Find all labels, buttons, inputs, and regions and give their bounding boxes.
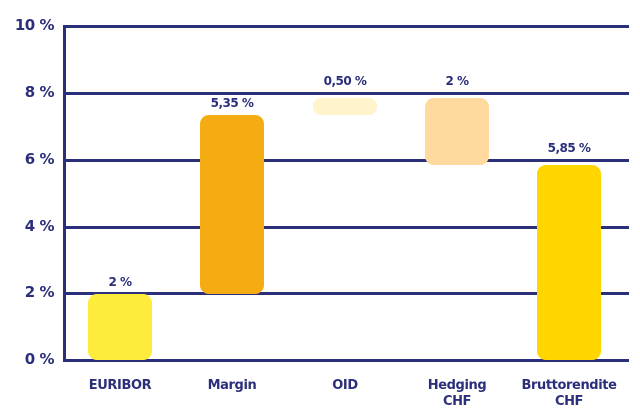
gridline-6	[64, 159, 629, 162]
bar-label-bruttorendite-chf: 5,85 %	[547, 141, 591, 155]
y-axis-line	[63, 25, 66, 362]
bar-label-hedging-chf: 2 %	[445, 74, 469, 88]
bar-margin	[200, 115, 264, 294]
y-tick-0: 0 %	[24, 350, 55, 368]
gridline-4	[64, 226, 629, 229]
gridline-2	[64, 292, 629, 295]
gridline-10	[64, 25, 629, 28]
x-label-oid: OID	[332, 378, 358, 393]
y-tick-10: 10 %	[14, 16, 55, 34]
bar-label-margin: 5,35 %	[210, 96, 254, 110]
gridline-8	[64, 92, 629, 95]
bar-oid	[313, 98, 377, 115]
x-label-margin: Margin	[207, 378, 257, 393]
x-label-hedging-chf: Hedging CHF	[427, 378, 487, 409]
x-axis-baseline	[64, 359, 629, 362]
y-tick-6: 6 %	[24, 150, 55, 168]
x-label-bruttorendite-chf: Bruttorendite CHF	[521, 378, 617, 409]
y-tick-8: 8 %	[24, 83, 55, 101]
bar-label-oid: 0,50 %	[323, 74, 367, 88]
bar-hedging-chf	[425, 98, 489, 165]
bar-label-euribor: 2 %	[108, 275, 132, 289]
bar-bruttorendite-chf	[537, 165, 601, 360]
y-tick-4: 4 %	[24, 217, 55, 235]
bar-euribor	[88, 294, 152, 360]
x-label-euribor: EURIBOR	[88, 378, 152, 393]
y-tick-2: 2 %	[24, 283, 55, 301]
